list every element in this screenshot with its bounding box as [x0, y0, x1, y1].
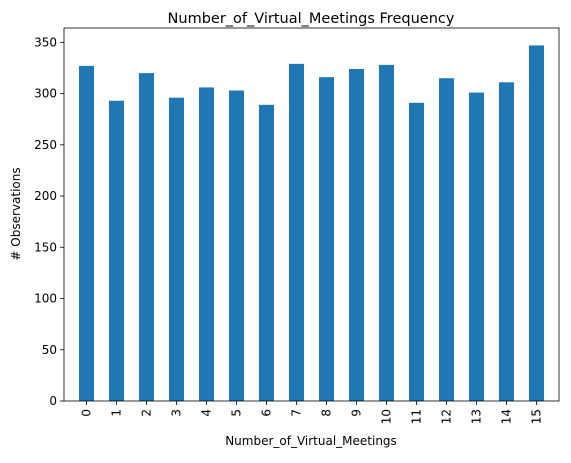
x-tick-label: 13: [470, 409, 484, 424]
bar-13: [469, 92, 484, 401]
bars-group: [79, 45, 544, 402]
x-tick-label: 11: [410, 409, 424, 424]
bar-0: [79, 65, 94, 401]
bar-2: [139, 73, 154, 401]
bar-8: [319, 77, 334, 401]
x-tick-label: 15: [530, 409, 544, 424]
y-tick-label: 150: [34, 240, 57, 254]
x-axis-ticks: 0 1 2 3 4 5 6 7 8 9 10 11 12 13 14 15: [80, 401, 544, 424]
x-tick-label: 4: [200, 409, 214, 417]
y-tick-label: 200: [34, 189, 57, 203]
y-tick-label: 250: [34, 138, 57, 152]
y-axis-label: # Observations: [9, 167, 23, 260]
plot-frame: [63, 27, 560, 402]
x-tick-label: 0: [80, 409, 94, 417]
bar-15: [529, 45, 544, 402]
bar-11: [409, 102, 424, 402]
y-axis-ticks: 0 50 100 150 200 250 300 350: [34, 35, 64, 408]
x-tick-label: 2: [140, 409, 154, 417]
x-tick-label: 10: [380, 409, 394, 424]
bar-5: [229, 90, 244, 401]
bar-1: [109, 100, 124, 401]
chart-title: Number_of_Virtual_Meetings Frequency: [168, 11, 455, 27]
bar-14: [499, 82, 514, 401]
x-tick-label: 3: [170, 409, 184, 417]
y-tick-label: 50: [42, 343, 57, 357]
x-tick-label: 14: [500, 409, 514, 424]
y-tick-label: 350: [34, 35, 57, 49]
bar-10: [379, 64, 394, 401]
x-tick-label: 1: [110, 409, 124, 417]
x-tick-label: 5: [230, 409, 244, 417]
bar-12: [439, 78, 454, 402]
bar-7: [289, 63, 304, 402]
y-tick-label: 100: [34, 292, 57, 306]
bar-3: [169, 97, 184, 402]
x-tick-label: 8: [320, 409, 334, 417]
bar-6: [259, 104, 274, 401]
bar-9: [349, 68, 364, 402]
x-tick-label: 12: [440, 409, 454, 424]
x-tick-label: 7: [290, 409, 304, 417]
y-tick-label: 0: [49, 394, 57, 408]
x-tick-label: 6: [260, 409, 274, 417]
x-tick-label: 9: [350, 409, 364, 417]
bar-4: [199, 87, 214, 402]
y-tick-label: 300: [34, 87, 57, 101]
x-axis-label: Number_of_Virtual_Meetings: [225, 434, 397, 448]
